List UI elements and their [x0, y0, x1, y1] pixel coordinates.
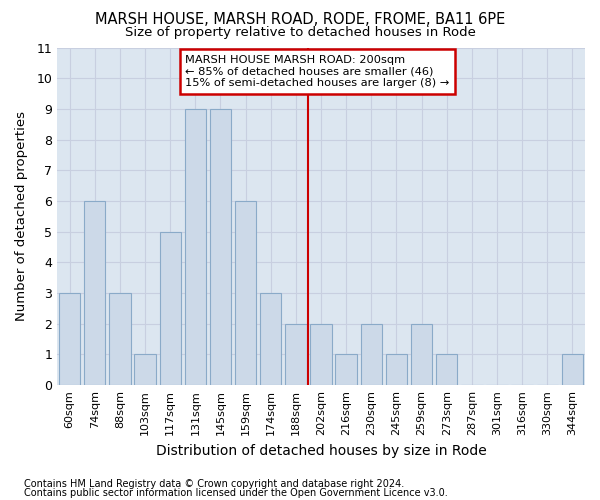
- Bar: [160, 232, 181, 385]
- Bar: [59, 293, 80, 385]
- Text: Size of property relative to detached houses in Rode: Size of property relative to detached ho…: [125, 26, 475, 39]
- Bar: [185, 109, 206, 385]
- Bar: [436, 354, 457, 385]
- Text: Contains HM Land Registry data © Crown copyright and database right 2024.: Contains HM Land Registry data © Crown c…: [24, 479, 404, 489]
- Bar: [109, 293, 131, 385]
- X-axis label: Distribution of detached houses by size in Rode: Distribution of detached houses by size …: [155, 444, 487, 458]
- Text: Contains public sector information licensed under the Open Government Licence v3: Contains public sector information licen…: [24, 488, 448, 498]
- Bar: [134, 354, 156, 385]
- Bar: [310, 324, 332, 385]
- Bar: [235, 201, 256, 385]
- Bar: [562, 354, 583, 385]
- Text: MARSH HOUSE, MARSH ROAD, RODE, FROME, BA11 6PE: MARSH HOUSE, MARSH ROAD, RODE, FROME, BA…: [95, 12, 505, 28]
- Bar: [386, 354, 407, 385]
- Text: MARSH HOUSE MARSH ROAD: 200sqm
← 85% of detached houses are smaller (46)
15% of : MARSH HOUSE MARSH ROAD: 200sqm ← 85% of …: [185, 55, 449, 88]
- Bar: [260, 293, 281, 385]
- Bar: [361, 324, 382, 385]
- Bar: [210, 109, 231, 385]
- Bar: [411, 324, 432, 385]
- Bar: [285, 324, 307, 385]
- Bar: [84, 201, 106, 385]
- Y-axis label: Number of detached properties: Number of detached properties: [15, 112, 28, 322]
- Bar: [335, 354, 357, 385]
